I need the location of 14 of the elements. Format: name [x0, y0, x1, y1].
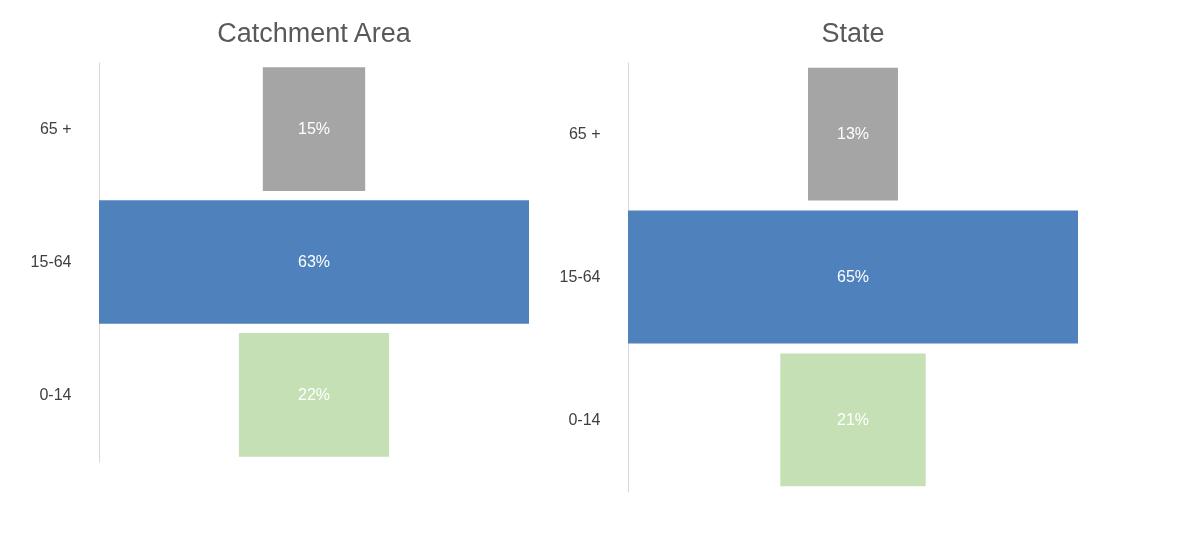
data-label: 15% — [297, 120, 331, 138]
category-label: 15-64 — [30, 253, 72, 270]
category-label: 65 + — [568, 125, 601, 143]
category-label: 65 + — [39, 120, 72, 138]
data-label: 63% — [297, 253, 331, 270]
text: State — [821, 18, 885, 48]
data-label: 21% — [836, 410, 870, 428]
data-label: 13% — [836, 125, 870, 143]
data-label: 22% — [297, 385, 331, 403]
category-label: 15-64 — [559, 268, 601, 285]
data-label: 65% — [836, 268, 870, 285]
category-label: 0-14 — [39, 385, 72, 403]
category-label: 0-14 — [568, 410, 601, 428]
text: Catchment Area — [217, 18, 412, 48]
